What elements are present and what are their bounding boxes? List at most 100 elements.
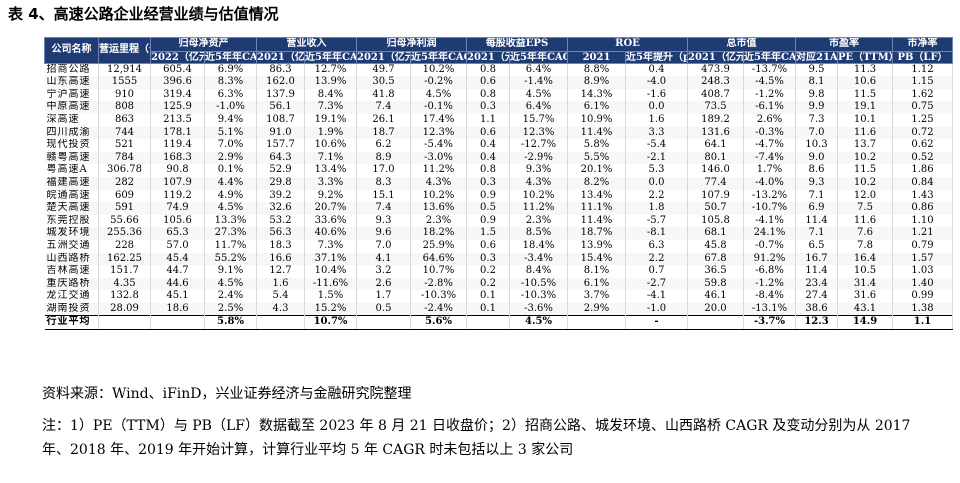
table-cell: 1555 bbox=[98, 76, 151, 89]
table-cell: 50.7 bbox=[687, 202, 744, 215]
header-group-revenue: 营业收入 bbox=[256, 37, 357, 52]
table-cell: 9.9 bbox=[795, 101, 838, 114]
subheader-cell: 2022（亿元） bbox=[150, 50, 205, 64]
table-cell: 11.5 bbox=[837, 164, 893, 177]
table-cell: 151.7 bbox=[98, 265, 151, 278]
table-cell: 157.7 bbox=[256, 139, 305, 152]
header-group-pe: 市盈率 bbox=[795, 37, 893, 52]
table-cell: 11.7% bbox=[204, 239, 257, 253]
table-cell: -1.4% bbox=[509, 76, 568, 89]
table-cell: 609 bbox=[98, 189, 151, 203]
table-cell: -7.4% bbox=[743, 151, 796, 165]
table-cell: 12.3% bbox=[509, 126, 568, 140]
table-cell: 0.3 bbox=[466, 252, 510, 266]
table-cell: 5.6% bbox=[410, 315, 467, 331]
table-cell: 17.0 bbox=[356, 164, 411, 177]
table-cell: 132.8 bbox=[98, 290, 151, 303]
table-cell: 8.9% bbox=[567, 76, 626, 89]
company-name-cell: 湖南投资 bbox=[44, 302, 99, 316]
subheader-cell: 2021（亿元） bbox=[256, 50, 305, 64]
table-cell: 4.5% bbox=[410, 88, 467, 102]
table-cell: 12,914 bbox=[98, 63, 151, 77]
table-cell: 11.4% bbox=[567, 126, 626, 140]
table-row: 现代投资 521 119.4 7.0% 157.7 10.6% 6.2 -5.4% 0.4 -12… bbox=[44, 139, 953, 152]
table-cell: 0.75 bbox=[892, 101, 953, 114]
table-cell: 0.8 bbox=[466, 88, 510, 102]
header-group-net-assets: 归母净资产 bbox=[150, 37, 257, 52]
table-cell: -6.8% bbox=[743, 265, 796, 278]
table-cell: 1.1 bbox=[892, 315, 953, 331]
table-cell: 0.3 bbox=[466, 176, 510, 190]
table-cell: 7.1 bbox=[795, 189, 838, 203]
table-cell: 45.4 bbox=[150, 252, 205, 266]
company-name-cell: 粤高速A bbox=[44, 164, 99, 177]
table-cell: 25.9% bbox=[410, 239, 467, 253]
table-cell: 16.6 bbox=[256, 252, 305, 266]
table-cell: 0.9 bbox=[466, 189, 510, 203]
header-mileage: 营运里程（公里） bbox=[98, 37, 151, 64]
table-cell: 11.6 bbox=[837, 214, 893, 228]
table-cell: 13.9% bbox=[567, 239, 626, 253]
table-cell: 168.3 bbox=[150, 151, 205, 165]
table-cell: 6.9 bbox=[795, 202, 838, 215]
table-cell: 10.2% bbox=[509, 189, 568, 203]
table-cell: 0.2 bbox=[466, 265, 510, 278]
table-cell: -2.9% bbox=[509, 151, 568, 165]
table-cell: 5.8% bbox=[204, 315, 257, 331]
table-cell: 0.5 bbox=[466, 202, 510, 215]
table-cell: 10.9% bbox=[567, 113, 626, 127]
table-cell: 107.9 bbox=[150, 176, 205, 190]
table-cell: 49.7 bbox=[356, 63, 411, 77]
table-cell: 162.0 bbox=[256, 76, 305, 89]
table-title: 表 4、高速公路企业经营业绩与估值情况 bbox=[8, 5, 279, 23]
subheader-cell: 近5年年CAGR bbox=[304, 50, 357, 64]
table-cell: 9.3% bbox=[509, 164, 568, 177]
table-cell: 2.6% bbox=[743, 113, 796, 127]
table-cell: 4.3% bbox=[410, 176, 467, 190]
table-cell bbox=[150, 315, 205, 331]
table-cell: -8.4% bbox=[743, 290, 796, 303]
table-cell bbox=[466, 315, 510, 331]
table-cell: 6.3 bbox=[625, 239, 688, 253]
table-cell: 8.8% bbox=[567, 63, 626, 77]
table-cell: 6.4% bbox=[509, 63, 568, 77]
table-cell: 52.9 bbox=[256, 164, 305, 177]
table-cell: 4.5% bbox=[204, 277, 257, 291]
table-cell: -1.0 bbox=[625, 302, 688, 316]
subheader-cell: 近5年提升（pct） bbox=[625, 50, 688, 64]
table-cell: -4.0% bbox=[743, 176, 796, 190]
table-cell: -1.2% bbox=[743, 277, 796, 291]
table-cell: 6.2 bbox=[356, 139, 411, 152]
footnote: 注：1）PE（TTM）与 PB（LF）数据截至 2023 年 8 月 21 日收… bbox=[42, 418, 911, 458]
table-cell: 28.09 bbox=[98, 302, 151, 316]
table-cell: 1.8 bbox=[625, 202, 688, 215]
table-cell: 0.4 bbox=[625, 63, 688, 77]
header-group-eps: 每股收益EPS bbox=[466, 37, 568, 52]
table-cell: 11.1% bbox=[567, 202, 626, 215]
table-cell: 0.72 bbox=[892, 126, 953, 140]
table-cell: 0.2 bbox=[466, 277, 510, 291]
table-cell: 0.8 bbox=[466, 63, 510, 77]
table-row: 龙江交通 132.8 45.1 2.4% 5.4 1.5% 1.7 -10.3% 0.1 -10.… bbox=[44, 290, 953, 303]
table-cell: -3.7% bbox=[743, 315, 796, 331]
table-cell: 0.4 bbox=[466, 139, 510, 152]
table-cell: 31.6 bbox=[837, 290, 893, 303]
table-cell: 74.9 bbox=[150, 202, 205, 215]
table-cell: 13.4% bbox=[304, 164, 357, 177]
table-cell: 7.1% bbox=[304, 151, 357, 165]
table-cell: 10.4% bbox=[304, 265, 357, 278]
table-cell: 0.9 bbox=[466, 214, 510, 228]
table-cell: 8.6 bbox=[795, 164, 838, 177]
company-name-cell: 山东高速 bbox=[44, 76, 99, 89]
table-cell: 1.7% bbox=[743, 164, 796, 177]
table-cell: 0.1% bbox=[204, 164, 257, 177]
table-cell: 105.6 bbox=[150, 214, 205, 228]
table-cell: 6.1% bbox=[567, 101, 626, 114]
table-cell: 56.3 bbox=[256, 227, 305, 240]
table-cell: 605.4 bbox=[150, 63, 205, 77]
table-cell: 0.84 bbox=[892, 176, 953, 190]
table-cell: 64.3 bbox=[256, 151, 305, 165]
table-row: 东莞控股 55.66 105.6 13.3% 53.2 33.6% 9.3 2.3% 0.9 2.… bbox=[44, 214, 953, 228]
table-cell: 4.9% bbox=[204, 189, 257, 203]
table-cell: 255.36 bbox=[98, 227, 151, 240]
